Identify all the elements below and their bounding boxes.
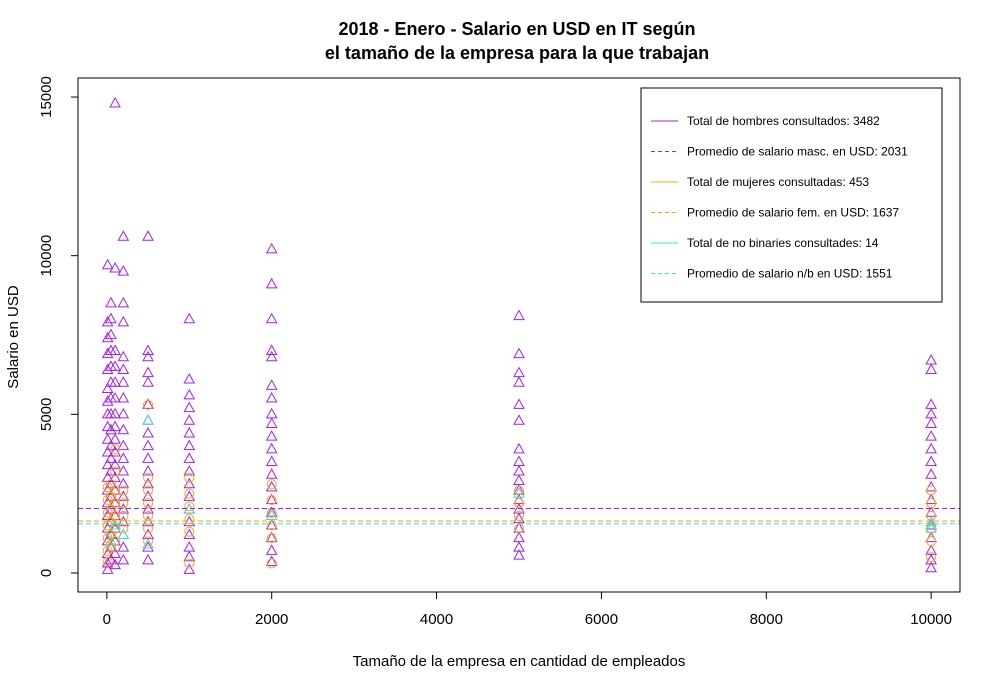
point-hombres (267, 393, 277, 402)
point-hombres (143, 368, 153, 377)
point-hombres (514, 377, 524, 386)
point-hombres (103, 317, 113, 326)
x-tick-label: 8000 (750, 611, 783, 628)
point-hombres (514, 415, 524, 424)
point-hombres (267, 545, 277, 554)
point-hombres (184, 403, 194, 412)
point-hombres (184, 542, 194, 551)
point-hombres (926, 431, 936, 440)
point-hombres (184, 428, 194, 437)
x-tick-label: 2000 (255, 611, 288, 628)
point-hombres (184, 374, 194, 383)
point-no-binaries (143, 415, 153, 424)
point-hombres (110, 98, 120, 107)
point-hombres (184, 415, 194, 424)
point-hombres (143, 453, 153, 462)
point-hombres (143, 441, 153, 450)
legend-entry: Promedio de salario n/b en USD: 1551 (687, 267, 893, 281)
y-tick-label: 10000 (38, 235, 55, 277)
point-hombres (514, 399, 524, 408)
legend-entry: Total de hombres consultados: 3482 (687, 114, 880, 128)
point-hombres (143, 415, 153, 424)
point-hombres (143, 428, 153, 437)
point-hombres (106, 298, 116, 307)
point-hombres (267, 444, 277, 453)
legend-entry: Total de mujeres consultadas: 453 (687, 175, 869, 189)
point-hombres (514, 466, 524, 475)
point-hombres (514, 368, 524, 377)
point-hombres (267, 457, 277, 466)
point-hombres (118, 317, 128, 326)
point-hombres (143, 377, 153, 386)
point-hombres (267, 244, 277, 253)
x-tick-label: 0 (103, 611, 111, 628)
point-hombres (267, 314, 277, 323)
point-hombres (267, 345, 277, 354)
x-tick-label: 10000 (910, 611, 952, 628)
y-tick-label: 0 (38, 569, 55, 577)
legend-entry: Promedio de salario masc. en USD: 2031 (687, 145, 908, 159)
chart-title-line-2: el tamaño de la empresa para la que trab… (325, 43, 709, 63)
point-hombres (926, 444, 936, 453)
point-hombres (143, 231, 153, 240)
point-hombres (926, 409, 936, 418)
x-axis-label: Tamaño de la empresa en cantidad de empl… (353, 653, 686, 670)
point-hombres (514, 444, 524, 453)
point-hombres (926, 469, 936, 478)
point-hombres (514, 457, 524, 466)
legend-entry: Total de no binaries consultades: 14 (687, 236, 879, 250)
point-hombres (184, 314, 194, 323)
point-hombres (267, 409, 277, 418)
point-mujeres (267, 559, 276, 568)
point-hombres (267, 469, 277, 478)
chart-title-line-1: 2018 - Enero - Salario en USD en IT segú… (338, 19, 695, 39)
y-tick-label: 5000 (38, 398, 55, 431)
point-hombres (926, 365, 936, 374)
point-hombres (143, 352, 153, 361)
point-hombres (267, 352, 277, 361)
point-hombres (143, 345, 153, 354)
point-hombres (267, 431, 277, 440)
x-tick-label: 4000 (420, 611, 453, 628)
point-hombres (118, 298, 128, 307)
point-hombres (118, 231, 128, 240)
point-hombres (103, 333, 113, 342)
point-hombres (103, 260, 113, 269)
point-hombres (926, 399, 936, 408)
point-hombres (514, 349, 524, 358)
point-hombres (926, 418, 936, 427)
y-axis-label: Salario en USD (5, 285, 22, 389)
x-tick-label: 6000 (585, 611, 618, 628)
legend: Total de hombres consultados: 3482 Promed… (641, 88, 942, 302)
point-hombres (184, 390, 194, 399)
point-hombres (267, 380, 277, 389)
point-hombres (514, 476, 524, 485)
legend-entry: Promedio de salario fem. en USD: 1637 (687, 206, 899, 220)
point-hombres (184, 441, 194, 450)
point-hombres (514, 533, 524, 542)
point-hombres (926, 457, 936, 466)
point-hombres (267, 418, 277, 427)
point-hombres (926, 355, 936, 364)
point-hombres (184, 453, 194, 462)
point-hombres (143, 555, 153, 564)
y-tick-label: 15000 (38, 76, 55, 118)
point-hombres (514, 311, 524, 320)
point-hombres (267, 279, 277, 288)
